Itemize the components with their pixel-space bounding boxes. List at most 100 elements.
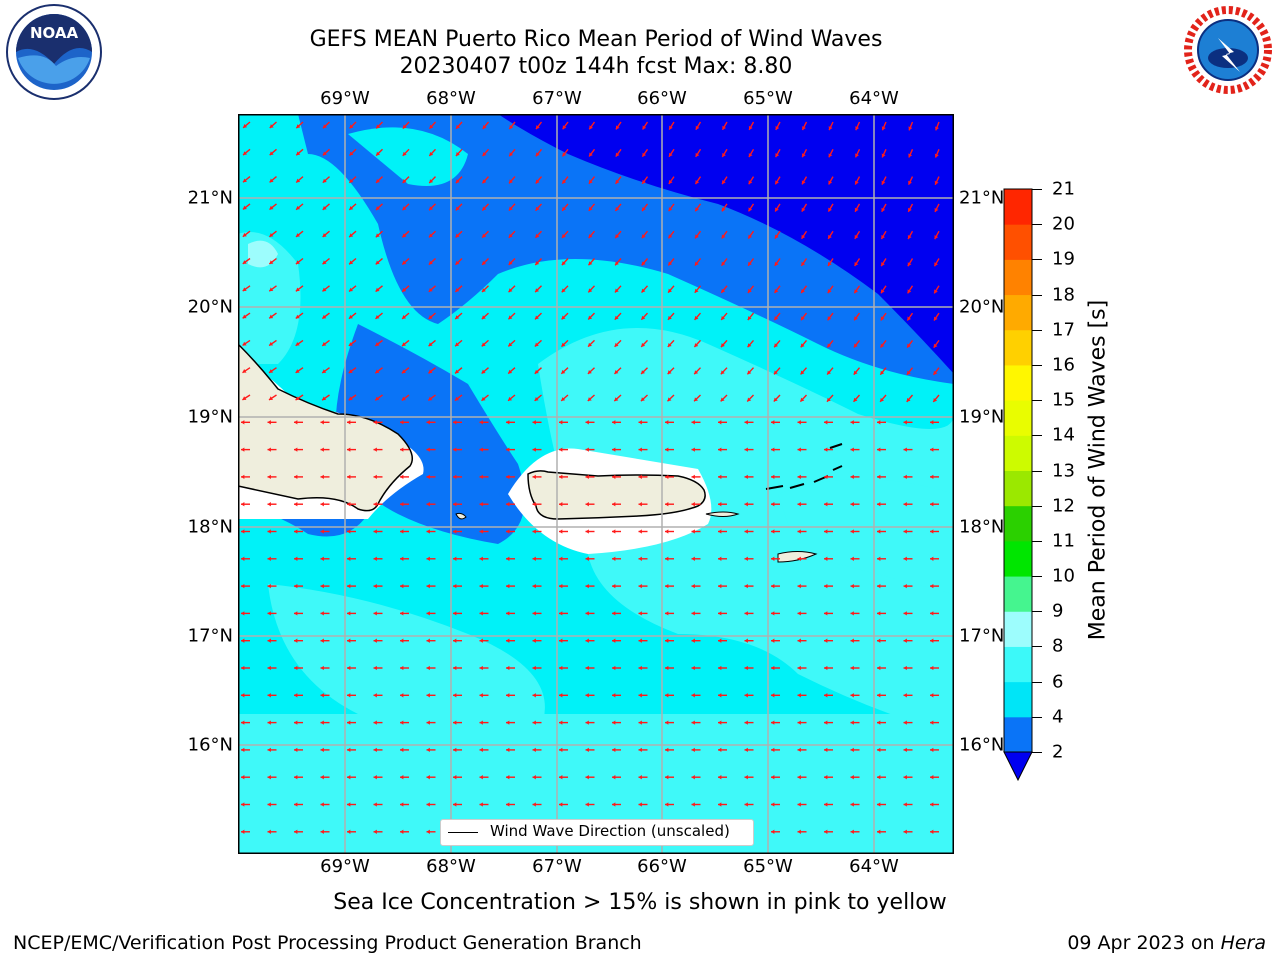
wave-direction-arrowhead bbox=[906, 397, 911, 402]
colorbar-tick-mark bbox=[1032, 576, 1042, 578]
wave-direction-arrowhead bbox=[506, 775, 510, 780]
wave-direction-arrowhead bbox=[665, 611, 669, 616]
wave-direction-arrowhead bbox=[850, 775, 854, 780]
wave-direction-arrowhead bbox=[903, 474, 907, 480]
wave-direction-arrowhead bbox=[562, 206, 566, 211]
wave-direction-arrowhead bbox=[509, 125, 514, 130]
wave-direction-arrowhead bbox=[614, 370, 619, 374]
wave-direction-arrowhead bbox=[800, 370, 805, 375]
wave-direction-arrowhead bbox=[532, 720, 536, 725]
colorbar-tick-label: 14 bbox=[1052, 424, 1075, 446]
mona-island bbox=[455, 512, 467, 520]
wave-direction-arrowhead bbox=[294, 829, 298, 834]
wave-direction-arrowhead bbox=[535, 288, 540, 293]
wave-direction-arrowhead bbox=[691, 720, 695, 725]
wave-direction-arrowhead bbox=[615, 261, 619, 266]
wave-direction-arrowhead bbox=[375, 314, 380, 319]
lat-tick-right: 18°N bbox=[959, 516, 1005, 538]
colorbar-tick-label: 12 bbox=[1052, 495, 1075, 517]
wave-direction-arrowhead bbox=[267, 529, 271, 534]
wave-direction-arrowhead bbox=[295, 369, 300, 373]
wave-direction-arrowhead bbox=[294, 529, 298, 534]
wave-direction-arrowhead bbox=[930, 747, 934, 753]
wave-direction-arrowhead bbox=[535, 152, 540, 157]
wave-direction-arrowhead bbox=[638, 720, 642, 725]
wave-direction-arrowhead bbox=[801, 153, 806, 158]
wave-direction-arrowhead bbox=[771, 802, 775, 807]
wave-direction-arrowhead bbox=[771, 529, 775, 534]
wave-direction-arrowhead bbox=[242, 314, 247, 319]
wave-direction-arrowhead bbox=[429, 206, 434, 211]
wave-direction-arrowhead bbox=[322, 396, 327, 401]
wave-direction-arrowhead bbox=[242, 396, 247, 400]
wave-direction-arrowhead bbox=[373, 447, 377, 452]
wave-direction-arrowhead bbox=[400, 583, 404, 589]
wave-direction-arrowhead bbox=[850, 829, 854, 834]
wave-direction-arrowhead bbox=[347, 583, 351, 589]
colorbar-tick-label: 4 bbox=[1052, 706, 1064, 728]
wave-direction-arrowhead bbox=[850, 720, 854, 725]
wave-direction-arrowhead bbox=[267, 611, 271, 616]
wave-direction-arrowhead bbox=[294, 556, 298, 561]
wave-direction-arrowhead bbox=[455, 315, 460, 320]
wave-direction-arrowhead bbox=[269, 151, 274, 156]
wave-direction-arrowhead bbox=[400, 638, 404, 643]
lon-tick-top: 64°W bbox=[849, 88, 899, 109]
wave-direction-arrowhead bbox=[508, 261, 513, 265]
wave-direction-arrowhead bbox=[506, 747, 510, 753]
wave-direction-arrowhead bbox=[296, 178, 301, 183]
wave-direction-arrowhead bbox=[267, 502, 271, 507]
wave-direction-arrowhead bbox=[242, 341, 247, 346]
wave-direction-arrowhead bbox=[588, 179, 593, 184]
wave-direction-arrowhead bbox=[320, 502, 324, 507]
wave-direction-arrowhead bbox=[347, 720, 351, 725]
wave-direction-arrowhead bbox=[691, 747, 695, 753]
wave-direction-arrowhead bbox=[588, 234, 593, 239]
wave-direction-arrowhead bbox=[881, 153, 886, 158]
wave-direction-arrowhead bbox=[561, 342, 566, 347]
wave-direction-arrowhead bbox=[824, 447, 828, 452]
lon-tick-bottom: 69°W bbox=[320, 856, 370, 877]
wave-direction-arrowhead bbox=[824, 583, 828, 589]
wave-direction-arrowhead bbox=[294, 611, 298, 616]
wave-direction-arrowhead bbox=[691, 529, 695, 534]
wave-direction-arrowhead bbox=[771, 775, 775, 780]
wave-direction-arrowhead bbox=[453, 611, 457, 616]
wave-direction-arrowhead bbox=[479, 802, 483, 807]
wave-direction-arrowhead bbox=[877, 775, 881, 780]
wave-direction-arrowhead bbox=[559, 556, 563, 561]
wave-direction-arrowhead bbox=[559, 447, 563, 452]
wave-direction-arrowhead bbox=[481, 315, 486, 320]
wave-direction-arrowhead bbox=[747, 370, 752, 375]
wave-direction-arrowhead bbox=[903, 529, 907, 534]
wave-direction-arrowhead bbox=[797, 775, 801, 780]
wave-direction-arrowhead bbox=[400, 420, 404, 425]
wave-direction-arrowhead bbox=[638, 474, 642, 480]
wave-direction-arrowhead bbox=[880, 397, 884, 402]
wave-direction-arrowhead bbox=[850, 447, 854, 452]
lon-tick-top: 67°W bbox=[532, 88, 582, 109]
wave-direction-arrowhead bbox=[801, 180, 806, 185]
colorbar-tick-mark bbox=[1032, 329, 1042, 331]
colorbar-tick-mark bbox=[1032, 259, 1042, 261]
wave-direction-arrowhead bbox=[426, 556, 430, 561]
wave-direction-arrowhead bbox=[854, 207, 859, 212]
wave-direction-arrowhead bbox=[775, 153, 780, 158]
wave-direction-arrowhead bbox=[508, 206, 513, 211]
wave-direction-arrowhead bbox=[667, 370, 672, 375]
wave-direction-arrowhead bbox=[506, 583, 510, 589]
wave-direction-arrowhead bbox=[320, 665, 324, 671]
wave-direction-arrowhead bbox=[854, 180, 859, 185]
wave-direction-arrowhead bbox=[508, 369, 513, 374]
footer-date: 09 Apr 2023 on Hera bbox=[1067, 932, 1266, 954]
wave-direction-arrowhead bbox=[642, 179, 646, 184]
wave-direction-arrowhead bbox=[375, 287, 380, 292]
wave-direction-arrowhead bbox=[906, 370, 911, 375]
wave-direction-arrowhead bbox=[665, 420, 669, 425]
wave-direction-arrowhead bbox=[718, 802, 722, 807]
wave-direction-arrowhead bbox=[880, 343, 885, 348]
wave-direction-arrowhead bbox=[850, 556, 854, 561]
wave-direction-arrowhead bbox=[850, 583, 854, 589]
wave-direction-arrowhead bbox=[691, 583, 695, 589]
wave-direction-arrowhead bbox=[559, 775, 563, 780]
